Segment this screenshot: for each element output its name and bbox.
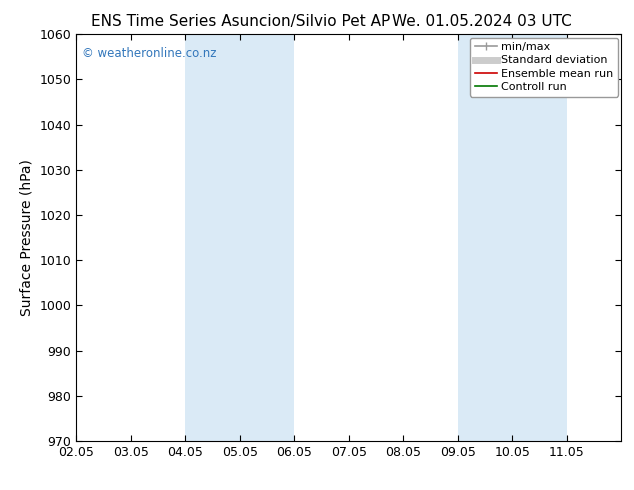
Bar xyxy=(185,34,240,441)
Text: © weatheronline.co.nz: © weatheronline.co.nz xyxy=(82,47,216,59)
Text: ENS Time Series Asuncion/Silvio Pet AP: ENS Time Series Asuncion/Silvio Pet AP xyxy=(91,14,391,29)
Bar xyxy=(458,34,512,441)
Bar xyxy=(240,34,294,441)
Bar xyxy=(512,34,567,441)
Legend: min/max, Standard deviation, Ensemble mean run, Controll run: min/max, Standard deviation, Ensemble me… xyxy=(470,38,618,97)
Text: We. 01.05.2024 03 UTC: We. 01.05.2024 03 UTC xyxy=(392,14,572,29)
Y-axis label: Surface Pressure (hPa): Surface Pressure (hPa) xyxy=(20,159,34,316)
